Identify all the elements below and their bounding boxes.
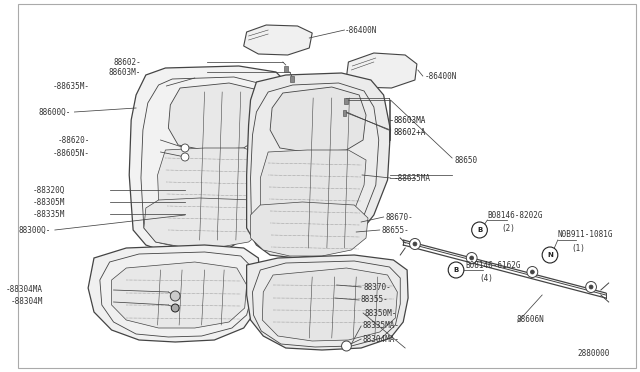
Polygon shape: [346, 53, 417, 88]
Polygon shape: [262, 268, 397, 341]
Circle shape: [586, 282, 596, 292]
Polygon shape: [270, 87, 366, 152]
Text: 88602-: 88602-: [113, 58, 141, 67]
Text: -88305M: -88305M: [32, 198, 65, 206]
Bar: [344, 98, 348, 103]
Text: N0B911-1081G: N0B911-1081G: [558, 230, 613, 238]
Text: (1): (1): [572, 244, 586, 253]
Text: 88606N: 88606N: [516, 315, 545, 324]
Polygon shape: [246, 255, 408, 350]
Polygon shape: [144, 198, 266, 248]
Text: 88335MA-: 88335MA-: [362, 321, 399, 330]
Text: -86400N: -86400N: [425, 71, 457, 80]
Text: 88655-: 88655-: [381, 225, 410, 234]
Circle shape: [181, 144, 189, 152]
Text: (4): (4): [479, 273, 493, 282]
Polygon shape: [250, 202, 368, 256]
Text: 88300Q-: 88300Q-: [19, 225, 51, 234]
Text: 88304MA-: 88304MA-: [362, 334, 399, 343]
Text: -88335M: -88335M: [32, 209, 65, 218]
Text: N: N: [547, 252, 553, 258]
Circle shape: [410, 238, 420, 250]
Bar: [284, 66, 288, 71]
Polygon shape: [111, 262, 246, 328]
Text: B08146-6162G: B08146-6162G: [466, 260, 522, 269]
Bar: [342, 110, 346, 116]
Text: 88355-: 88355-: [360, 295, 388, 305]
Polygon shape: [168, 83, 266, 150]
Polygon shape: [260, 150, 366, 224]
Bar: [290, 76, 294, 81]
Circle shape: [542, 247, 558, 263]
Circle shape: [342, 341, 351, 351]
Text: 88600Q-: 88600Q-: [38, 108, 70, 116]
Polygon shape: [129, 66, 296, 255]
Text: 88370-: 88370-: [363, 282, 391, 292]
Polygon shape: [244, 25, 312, 55]
Text: 88603M-: 88603M-: [109, 67, 141, 77]
Circle shape: [472, 222, 487, 238]
Text: B: B: [477, 227, 482, 233]
Text: 88603MA: 88603MA: [394, 115, 426, 125]
Text: B: B: [453, 267, 459, 273]
Circle shape: [448, 262, 464, 278]
Text: -88605N-: -88605N-: [53, 148, 90, 157]
Text: -88304MA: -88304MA: [6, 285, 43, 295]
Circle shape: [467, 253, 477, 263]
Circle shape: [470, 256, 474, 260]
Text: 88602+A: 88602+A: [394, 128, 426, 137]
Text: -88304M: -88304M: [11, 298, 43, 307]
Text: -88635M-: -88635M-: [53, 81, 90, 90]
Text: 88650: 88650: [454, 155, 477, 164]
Text: -86400N: -86400N: [344, 26, 377, 35]
Text: -88620-: -88620-: [58, 135, 90, 144]
Circle shape: [170, 291, 180, 301]
Text: -88320Q: -88320Q: [32, 186, 65, 195]
Circle shape: [181, 153, 189, 161]
Text: 88670-: 88670-: [385, 212, 413, 221]
Polygon shape: [88, 245, 260, 342]
Text: B08146-8202G: B08146-8202G: [487, 211, 543, 219]
Polygon shape: [157, 148, 263, 218]
Circle shape: [527, 266, 538, 278]
Circle shape: [413, 242, 417, 246]
Text: (2): (2): [501, 224, 515, 232]
Text: 2880000: 2880000: [577, 350, 610, 359]
Text: -88635MA: -88635MA: [394, 173, 431, 183]
Circle shape: [589, 285, 593, 289]
Text: 88350M-: 88350M-: [364, 308, 396, 317]
Circle shape: [172, 304, 179, 312]
Circle shape: [531, 270, 534, 274]
Polygon shape: [246, 73, 390, 258]
